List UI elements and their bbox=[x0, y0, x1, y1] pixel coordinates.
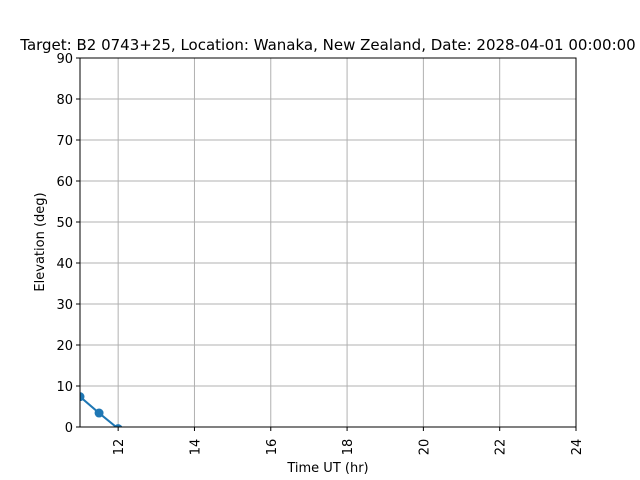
data-point bbox=[94, 408, 104, 418]
plot-frame bbox=[79, 57, 577, 428]
x-axis-label: Time UT (hr) bbox=[286, 461, 368, 476]
x-tick-label: 14 bbox=[188, 439, 203, 456]
y-tick-label: 10 bbox=[56, 380, 73, 395]
data-point bbox=[113, 424, 123, 427]
x-tick-label: 16 bbox=[265, 439, 280, 456]
x-tick-label: 12 bbox=[112, 439, 127, 456]
y-tick-label: 30 bbox=[56, 298, 73, 313]
x-tick-label: 24 bbox=[570, 439, 585, 456]
y-tick-label: 50 bbox=[56, 216, 73, 231]
y-tick-label: 90 bbox=[56, 52, 73, 67]
y-axis: 0 10 20 30 40 50 60 70 80 90 bbox=[56, 52, 80, 436]
x-tick-label: 20 bbox=[417, 439, 432, 456]
series-layer bbox=[80, 392, 123, 427]
y-tick-label: 0 bbox=[65, 421, 73, 436]
y-tick-label: 60 bbox=[56, 175, 73, 190]
y-tick-label: 40 bbox=[56, 257, 73, 272]
chart-title: Target: B2 0743+25, Location: Wanaka, Ne… bbox=[19, 36, 635, 54]
y-axis-label: Elevation (deg) bbox=[33, 192, 48, 291]
y-tick-label: 20 bbox=[56, 339, 73, 354]
x-axis: 12 14 16 18 20 22 24 bbox=[112, 427, 585, 455]
data-point bbox=[80, 392, 85, 402]
x-tick-label: 22 bbox=[494, 439, 509, 456]
x-tick-label: 18 bbox=[341, 439, 356, 456]
y-tick-label: 70 bbox=[56, 134, 73, 149]
y-tick-label: 80 bbox=[56, 93, 73, 108]
